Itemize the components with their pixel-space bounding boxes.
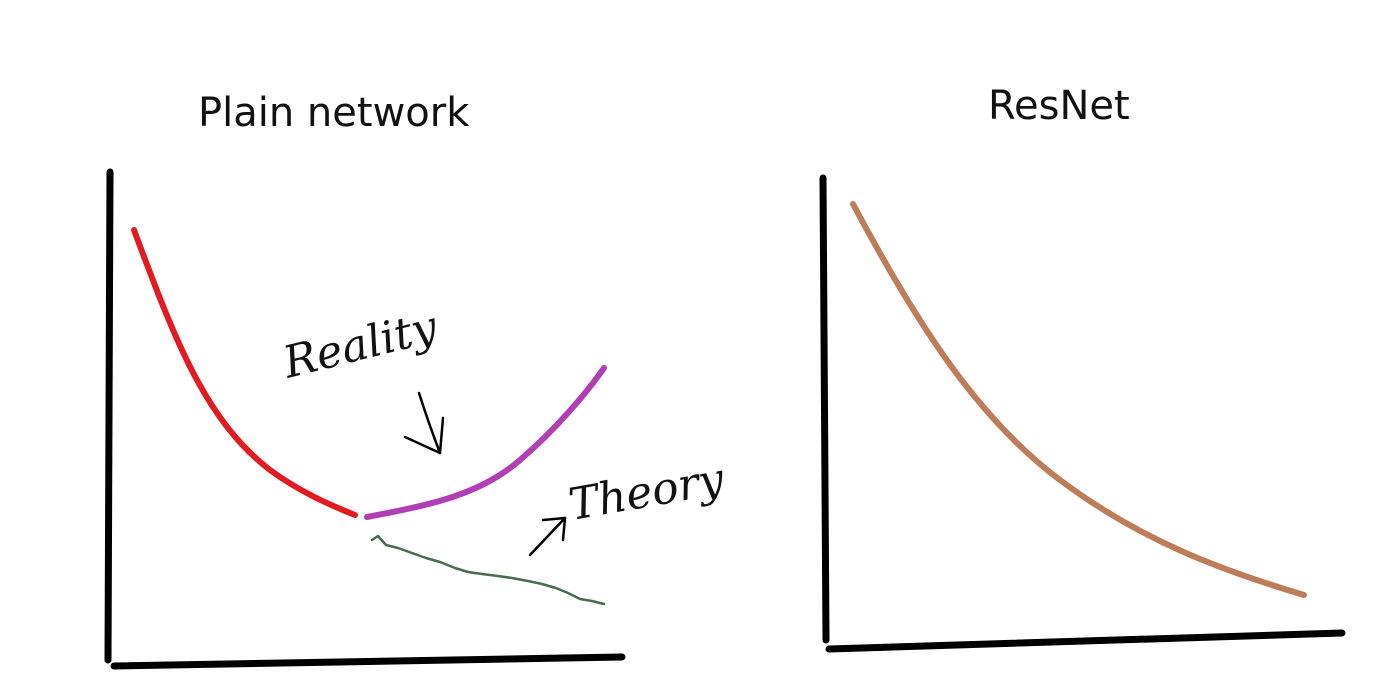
plain-training-curve [131,227,358,518]
plain-y-axis [104,168,114,664]
reality-curve [364,365,607,520]
resnet-x-axis [825,629,1346,653]
reality-label: Reality [277,301,443,389]
reality-arrow-icon [403,391,445,455]
theory-label: Theory [565,453,729,531]
resnet-curve [850,201,1307,598]
theory-arrow-icon [528,516,567,557]
plain-network-panel: Reality Theory [104,168,729,670]
theory-curve [370,534,606,606]
resnet-title: ResNet [988,83,1130,129]
resnet-panel [819,174,1346,653]
plain-x-axis [110,653,626,670]
resnet-y-axis [819,174,830,644]
plain-network-title: Plain network [198,90,470,136]
